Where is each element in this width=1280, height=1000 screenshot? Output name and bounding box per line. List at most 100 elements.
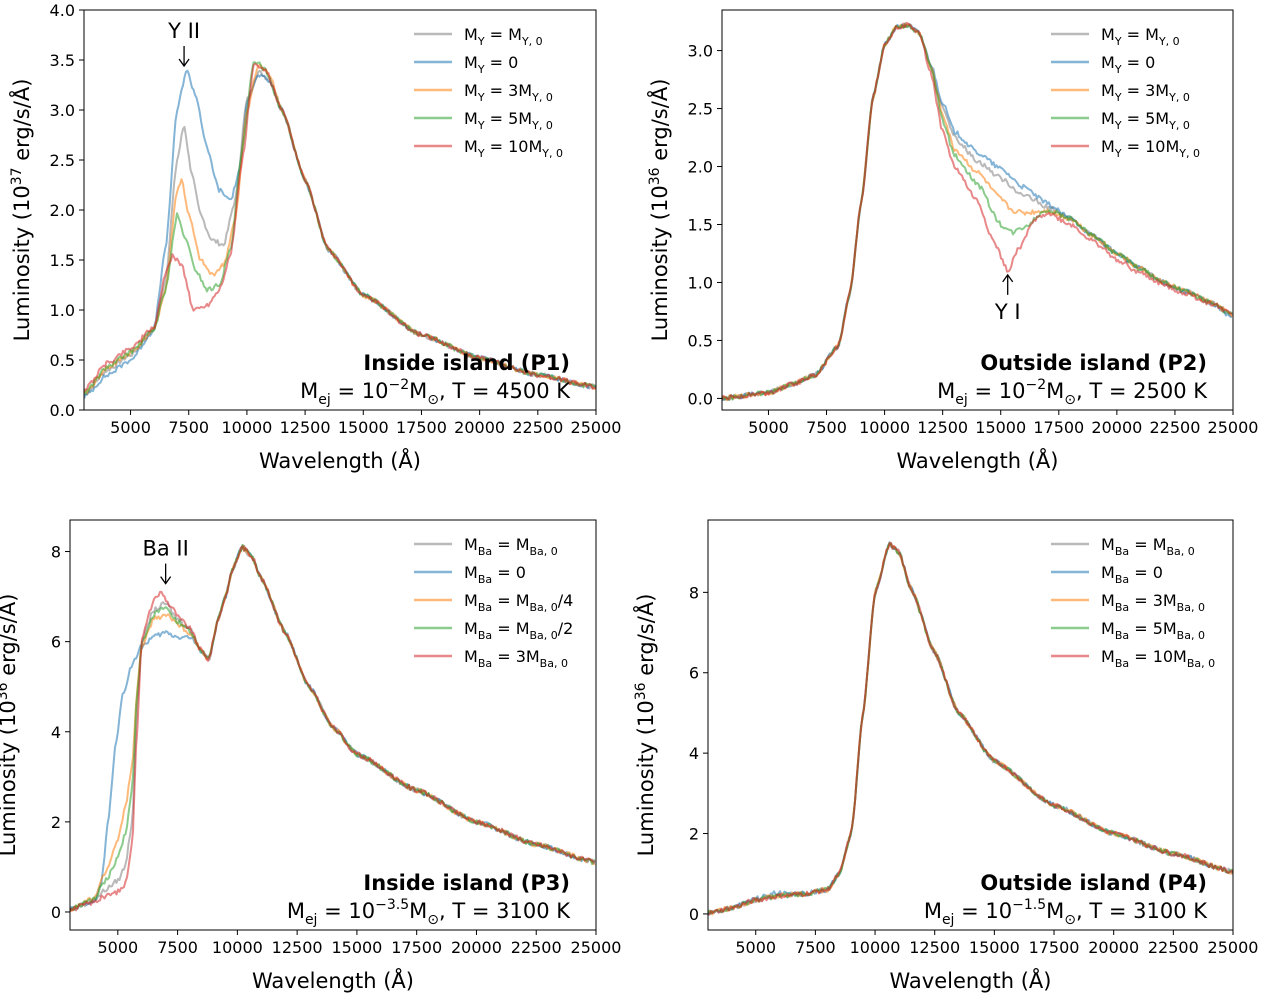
x-tick-label: 12500 [917,418,968,437]
x-tick-label: 20000 [451,938,502,957]
axes-frame [707,519,1234,931]
x-tick-label: 10000 [221,418,272,437]
legend-entry: MBa = 0 [1101,563,1163,586]
x-tick-label: 22500 [1149,418,1200,437]
x-tick-label: 7500 [806,418,847,437]
chart-panel-p2: 5000 7500 10000 12500 15000 17500 20000 22500 25… [646,9,1258,473]
y-tick-label: 3.0 [50,101,75,120]
y-tick-label: 2.0 [50,201,75,220]
x-tick-label: 17500 [396,418,447,437]
y-tick-label: 4 [689,744,699,763]
legend-entry: MY = 0 [1101,53,1155,76]
x-tick-label: 7500 [157,938,198,957]
y-tick-label: 8 [51,543,61,562]
series-group [708,541,1233,916]
legend-entry: MBa = MBa, 0 [1101,535,1195,558]
x-axis-label: Wavelength (Å) [252,967,414,993]
series-group [722,21,1233,402]
line-annotation: Ba II [142,537,189,585]
legend-entry: MY = 3MY, 0 [1101,81,1190,104]
line-annotation: Y II [167,19,200,68]
x-tick-label: 17500 [1029,938,1080,957]
panel-title: Inside island (P3) [363,871,570,895]
y-tick-label: 0 [689,905,699,924]
y-tick-label: 2 [51,813,61,832]
y-tick-label: 0.0 [50,401,75,420]
x-tick-label: 12500 [272,938,323,957]
y-tick-label: 8 [689,583,699,602]
x-tick-label: 5000 [110,418,151,437]
axes-frame [83,9,597,411]
annotation-arrowhead [1002,273,1014,283]
series-line [722,21,1233,401]
y-tick-label: 1.5 [50,251,75,270]
series-line [70,545,596,912]
chart-panel-p3: 5000 7500 10000 12500 15000 17500 20000 22500 25… [0,519,622,993]
legend-entry: MBa = 5MBa, 0 [1101,619,1205,642]
x-tick-label: 10000 [850,938,901,957]
panel-subtitle: Mej = 10−2M⊙, T = 2500 K [937,377,1208,408]
legend-entry: MBa = 3MBa, 0 [464,647,568,670]
legend: MBa = MBa, 0 MBa = 0 MBa = 3MBa, 0 MBa = 5M… [1051,535,1215,670]
y-tick-label: 3.0 [688,42,713,61]
x-tick-label: 7500 [795,938,836,957]
panel-subtitle: Mej = 10−1.5M⊙, T = 3100 K [924,897,1208,928]
y-tick-label: 4 [51,723,61,742]
x-tick-label: 25000 [1208,938,1259,957]
y-tick-label: 1.0 [688,273,713,292]
x-tick-label: 17500 [1033,418,1084,437]
x-tick-label: 12500 [909,938,960,957]
y-tick-label: 1.5 [688,215,713,234]
annotation-label: Y I [994,300,1021,324]
y-axis-label: Luminosity (1036 erg/s/Å) [632,594,658,857]
x-tick-label: 25000 [571,938,622,957]
y-tick-label: 3.5 [50,51,75,70]
legend-entry: MBa = 0 [464,563,526,586]
y-axis-label: Luminosity (1036 erg/s/Å) [0,594,20,857]
x-tick-label: 5000 [748,418,789,437]
chart-panel-p4: 5000 7500 10000 12500 15000 17500 20000 22500 25… [632,519,1259,993]
legend-entry: MBa = MBa, 0/2 [464,619,573,642]
panel-title: Outside island (P2) [980,351,1207,375]
x-tick-label: 10000 [212,938,263,957]
annotation-label: Y II [167,19,200,43]
legend-entry: MY = MY, 0 [464,25,543,48]
legend-entry: MBa = 10MBa, 0 [1101,647,1215,670]
x-tick-label: 17500 [391,938,442,957]
panel-title: Inside island (P1) [363,351,570,375]
axes-frame [69,519,597,931]
annotation-label: Ba II [142,537,188,561]
series-line [84,62,596,392]
x-tick-label: 22500 [512,418,563,437]
panel-subtitle: Mej = 10−3.5M⊙, T = 3100 K [287,897,571,928]
legend-entry: MBa = 3MBa, 0 [1101,591,1205,614]
x-tick-label: 10000 [859,418,910,437]
x-axis-label: Wavelength (Å) [259,447,421,473]
x-tick-label: 15000 [331,938,382,957]
legend: MBa = MBa, 0 MBa = 0 MBa = MBa, 0/4 MBa = M… [414,535,573,670]
y-tick-label: 2.5 [688,100,713,119]
panel-subtitle: Mej = 10−2M⊙, T = 4500 K [300,377,571,408]
legend-entry: MY = 10MY, 0 [1101,137,1200,160]
y-axis-label: Luminosity (1036 erg/s/Å) [646,79,672,342]
line-annotation: Y I [994,273,1021,324]
legend: MY = MY, 0 MY = 0 MY = 3MY, 0 MY = 5MY, 0 MY… [1051,25,1200,160]
series-group [84,61,596,399]
panel-title: Outside island (P4) [980,871,1207,895]
x-axis-label: Wavelength (Å) [889,967,1051,993]
legend-entry: MBa = MBa, 0/4 [464,591,573,614]
x-tick-label: 15000 [975,418,1026,437]
x-axis-label: Wavelength (Å) [896,447,1058,473]
legend-entry: MY = 3MY, 0 [464,81,553,104]
y-tick-label: 6 [51,633,61,652]
legend: MY = MY, 0 MY = 0 MY = 3MY, 0 MY = 5MY, 0 MY… [414,25,563,160]
y-tick-label: 0.0 [688,389,713,408]
y-tick-label: 2 [689,825,699,844]
y-tick-label: 4.0 [50,1,75,20]
x-tick-label: 15000 [969,938,1020,957]
y-tick-label: 2.5 [50,151,75,170]
x-tick-label: 22500 [511,938,562,957]
legend-entry: MY = 0 [464,53,518,76]
y-tick-label: 0 [51,903,61,922]
